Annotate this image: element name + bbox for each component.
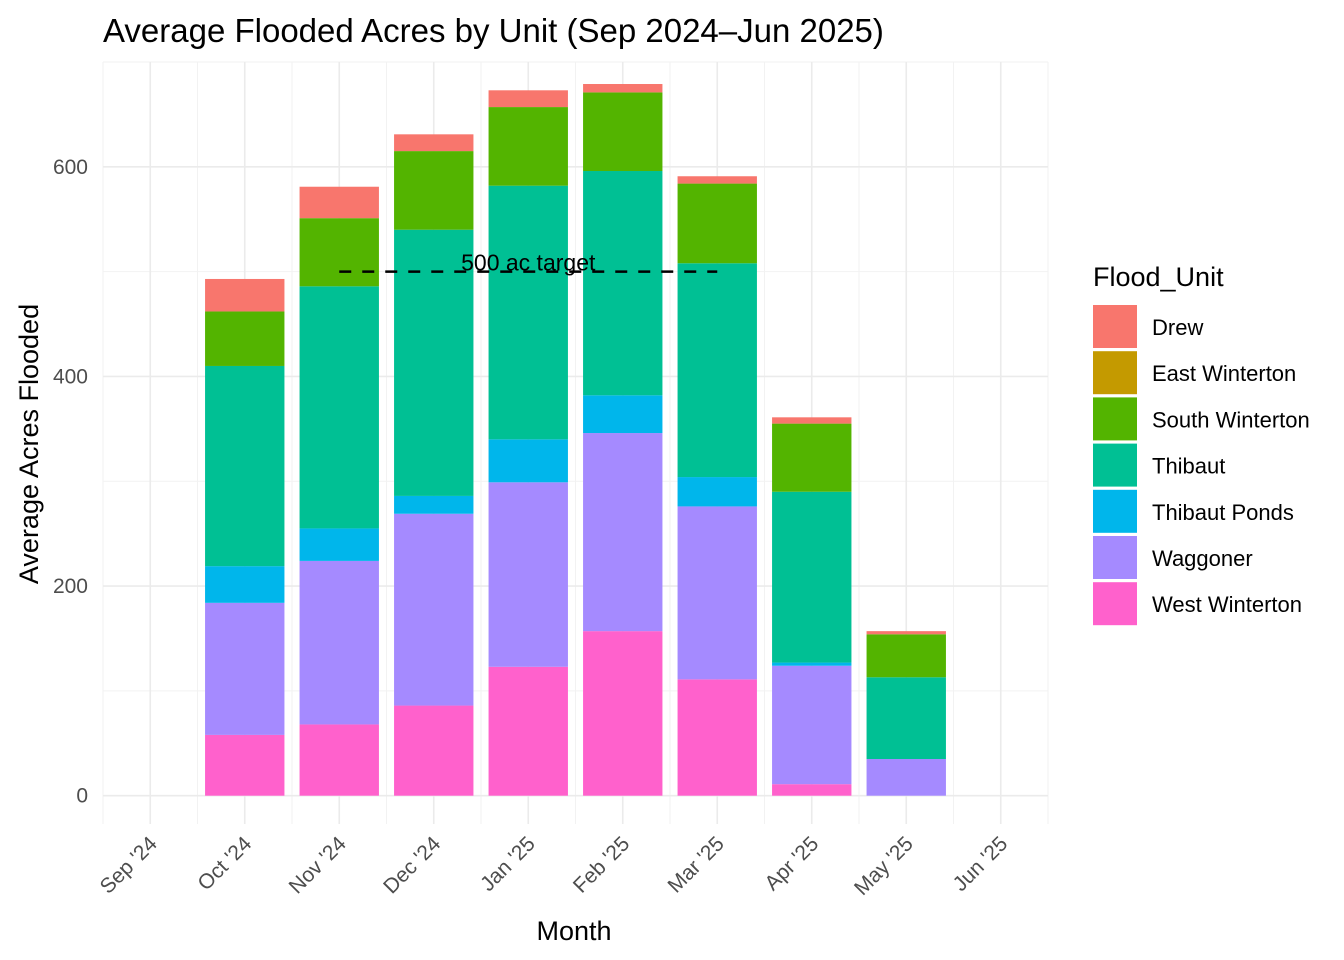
- bar-segment-drew: [677, 176, 757, 184]
- bar-segment-south-winterton: [866, 634, 946, 678]
- bar-segment-south-winterton: [205, 311, 285, 366]
- bar-segment-thibaut: [488, 185, 568, 440]
- bar-segment-drew: [772, 417, 852, 424]
- legend-swatch-drew: [1093, 305, 1137, 348]
- legend-label-thibaut-ponds: Thibaut Ponds: [1152, 500, 1294, 525]
- bar-segment-thibaut: [583, 171, 663, 396]
- bar-segment-waggoner: [205, 602, 285, 735]
- bar-segment-thibaut: [772, 491, 852, 663]
- y-axis-ticks: 0 200 400 600: [53, 156, 88, 808]
- bar-segment-waggoner: [488, 482, 568, 667]
- bar-segment-south-winterton: [583, 92, 663, 172]
- bar-segment-thibaut-ponds: [677, 477, 757, 507]
- y-tick-label: 400: [53, 365, 88, 388]
- legend-label-west-winterton: West Winterton: [1152, 592, 1302, 617]
- bar-segment-drew: [866, 631, 946, 635]
- legend-label-east-winterton: East Winterton: [1152, 361, 1296, 386]
- legend-swatch-waggoner: [1093, 536, 1137, 579]
- x-axis-ticks: Sep '24 Oct '24 Nov '24 Dec '24 Jan '25 Feb '…: [96, 832, 1013, 900]
- x-tick-label: Jun '25: [949, 832, 1013, 896]
- bar-segment-thibaut-ponds: [488, 439, 568, 483]
- bar-segment-waggoner: [299, 560, 379, 725]
- bar-segment-thibaut: [677, 263, 757, 478]
- bar-segment-waggoner: [677, 506, 757, 680]
- legend-swatch-thibaut-ponds: [1093, 489, 1137, 533]
- bar-segment-waggoner: [583, 433, 663, 632]
- target-line-label: 500 ac target: [461, 250, 596, 276]
- bar-segment-drew: [488, 90, 568, 108]
- bar-segment-thibaut-ponds: [772, 662, 852, 666]
- y-axis-title: Average Acres Flooded: [14, 304, 44, 584]
- x-tick-label: Nov '24: [285, 832, 351, 898]
- bar-segment-south-winterton: [394, 151, 474, 230]
- bar-segment-waggoner: [866, 759, 946, 796]
- y-tick-label: 600: [53, 156, 88, 179]
- bar-segment-thibaut-ponds: [583, 395, 663, 434]
- legend-title: Flood_Unit: [1093, 262, 1224, 292]
- legend-label-drew: Drew: [1152, 315, 1203, 340]
- bar-segment-west-winterton: [772, 784, 852, 796]
- bar-segment-south-winterton: [299, 218, 379, 287]
- bar-segment-drew: [205, 278, 285, 312]
- bar-segment-waggoner: [772, 665, 852, 785]
- x-tick-label: Dec '24: [379, 832, 445, 898]
- x-tick-label: Mar '25: [663, 832, 728, 897]
- chart-title: Average Flooded Acres by Unit (Sep 2024–…: [103, 12, 884, 49]
- bar-segment-thibaut: [866, 677, 946, 760]
- legend-swatch-south-winterton: [1093, 397, 1137, 441]
- legend-swatch-thibaut: [1093, 443, 1137, 487]
- bar-segment-south-winterton: [772, 423, 852, 492]
- legend-swatch-west-winterton: [1093, 582, 1137, 626]
- bar-segment-thibaut-ponds: [299, 528, 379, 561]
- bar-segment-south-winterton: [488, 107, 568, 186]
- x-tick-label: Feb '25: [569, 832, 634, 897]
- bar-segment-west-winterton: [583, 631, 663, 796]
- bar-segment-west-winterton: [488, 666, 568, 796]
- bar-segment-thibaut-ponds: [394, 495, 474, 514]
- plot-area: 500 ac target: [102, 61, 1049, 824]
- x-tick-label: Sep '24: [96, 832, 162, 898]
- bar-segment-south-winterton: [677, 183, 757, 264]
- x-tick-label: Oct '24: [193, 832, 256, 895]
- bar-segment-thibaut-ponds: [205, 566, 285, 603]
- x-tick-label: Jan '25: [476, 832, 540, 896]
- bar-segment-thibaut: [205, 365, 285, 567]
- bar-segment-waggoner: [394, 513, 474, 706]
- legend-swatch-east-winterton: [1093, 351, 1137, 395]
- bar-segment-thibaut: [299, 286, 379, 529]
- x-axis-title: Month: [536, 916, 611, 946]
- annotations: 500 ac target: [339, 250, 718, 276]
- bar-segment-west-winterton: [394, 705, 474, 796]
- bar-segment-drew: [299, 186, 379, 219]
- y-tick-label: 200: [53, 575, 88, 598]
- bar-segment-drew: [583, 84, 663, 93]
- bar-segment-west-winterton: [299, 724, 379, 796]
- legend-label-thibaut: Thibaut: [1152, 454, 1225, 479]
- legend: Flood_Unit Drew East Winterton South Winte…: [1093, 262, 1310, 626]
- bar-segment-drew: [394, 134, 474, 152]
- bar-segment-thibaut: [394, 229, 474, 496]
- x-tick-label: Apr '25: [760, 832, 823, 895]
- bar-segment-west-winterton: [205, 734, 285, 796]
- bars: [205, 84, 946, 796]
- legend-label-south-winterton: South Winterton: [1152, 407, 1310, 432]
- bar-segment-west-winterton: [677, 679, 757, 796]
- y-tick-label: 0: [76, 785, 88, 808]
- x-tick-label: May '25: [850, 832, 918, 900]
- legend-label-waggoner: Waggoner: [1152, 546, 1253, 571]
